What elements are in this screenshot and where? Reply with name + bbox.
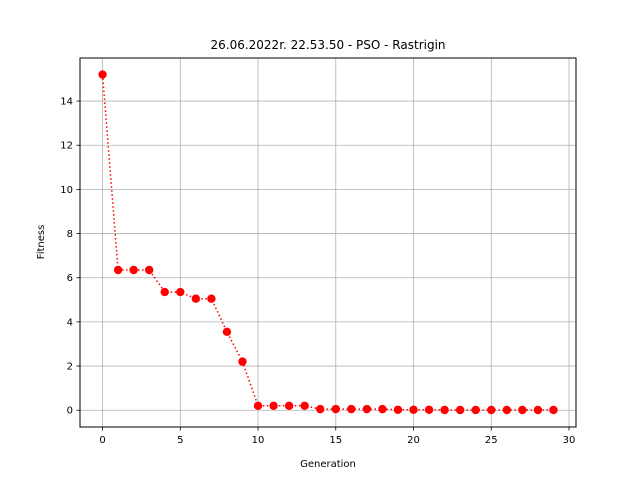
- data-point-23: [455, 405, 465, 415]
- data-point-28: [533, 405, 543, 415]
- data-point-9: [238, 357, 247, 366]
- data-point-27: [518, 405, 527, 415]
- x-axis-label: Generation: [300, 459, 356, 470]
- chart-title: 26.06.2022r. 22.53.50 - PSO - Rastrigin: [210, 38, 445, 52]
- x-tick-label-0: 0: [99, 435, 105, 446]
- data-point-6: [191, 294, 201, 303]
- data-point-13: [300, 401, 309, 411]
- data-point-21: [424, 405, 434, 414]
- y-tick-label-0: 0: [67, 406, 73, 417]
- series-layer: [98, 70, 558, 415]
- axis-ticks: 0 5 10 15 20 25 30 0 2 4 6 8 10 12 14: [60, 97, 575, 446]
- data-point-7: [207, 294, 216, 303]
- data-point-4: [160, 287, 169, 297]
- y-axis-label: Fitness: [36, 225, 47, 260]
- x-tick-label-4: 20: [407, 435, 420, 446]
- data-point-24: [471, 405, 480, 415]
- data-point-1: [113, 265, 123, 275]
- data-point-22: [440, 405, 449, 415]
- data-point-3: [144, 265, 154, 275]
- data-point-15: [331, 404, 340, 414]
- series-line-0: [101, 74, 554, 411]
- x-tick-label-2: 10: [252, 435, 265, 446]
- y-tick-label-4: 8: [67, 229, 73, 240]
- data-point-29: [549, 405, 558, 415]
- data-point-11: [269, 401, 278, 411]
- data-point-17: [362, 404, 372, 414]
- data-point-19: [393, 405, 403, 414]
- x-tick-label-3: 15: [329, 435, 342, 446]
- data-point-18: [378, 404, 387, 414]
- data-point-2: [129, 265, 138, 275]
- y-tick-label-7: 14: [60, 97, 73, 108]
- data-point-8: [222, 327, 232, 337]
- x-tick-label-5: 25: [485, 435, 498, 446]
- data-point-14: [316, 404, 325, 414]
- grid-lines: [80, 58, 576, 427]
- data-point-5: [176, 287, 185, 297]
- data-point-16: [347, 404, 356, 414]
- data-point-26: [502, 405, 512, 415]
- data-point-12: [284, 401, 294, 411]
- y-tick-label-3: 6: [67, 273, 73, 284]
- y-tick-label-2: 4: [67, 317, 73, 328]
- x-tick-label-6: 30: [563, 435, 576, 446]
- y-tick-label-1: 2: [67, 362, 73, 373]
- y-tick-label-5: 10: [60, 185, 73, 196]
- data-point-20: [409, 405, 418, 414]
- data-point-10: [253, 401, 263, 411]
- data-point-0: [98, 70, 107, 79]
- y-tick-label-6: 12: [60, 141, 73, 152]
- x-tick-label-1: 5: [177, 435, 183, 446]
- plot-frame: [79, 57, 577, 428]
- data-point-25: [487, 405, 496, 415]
